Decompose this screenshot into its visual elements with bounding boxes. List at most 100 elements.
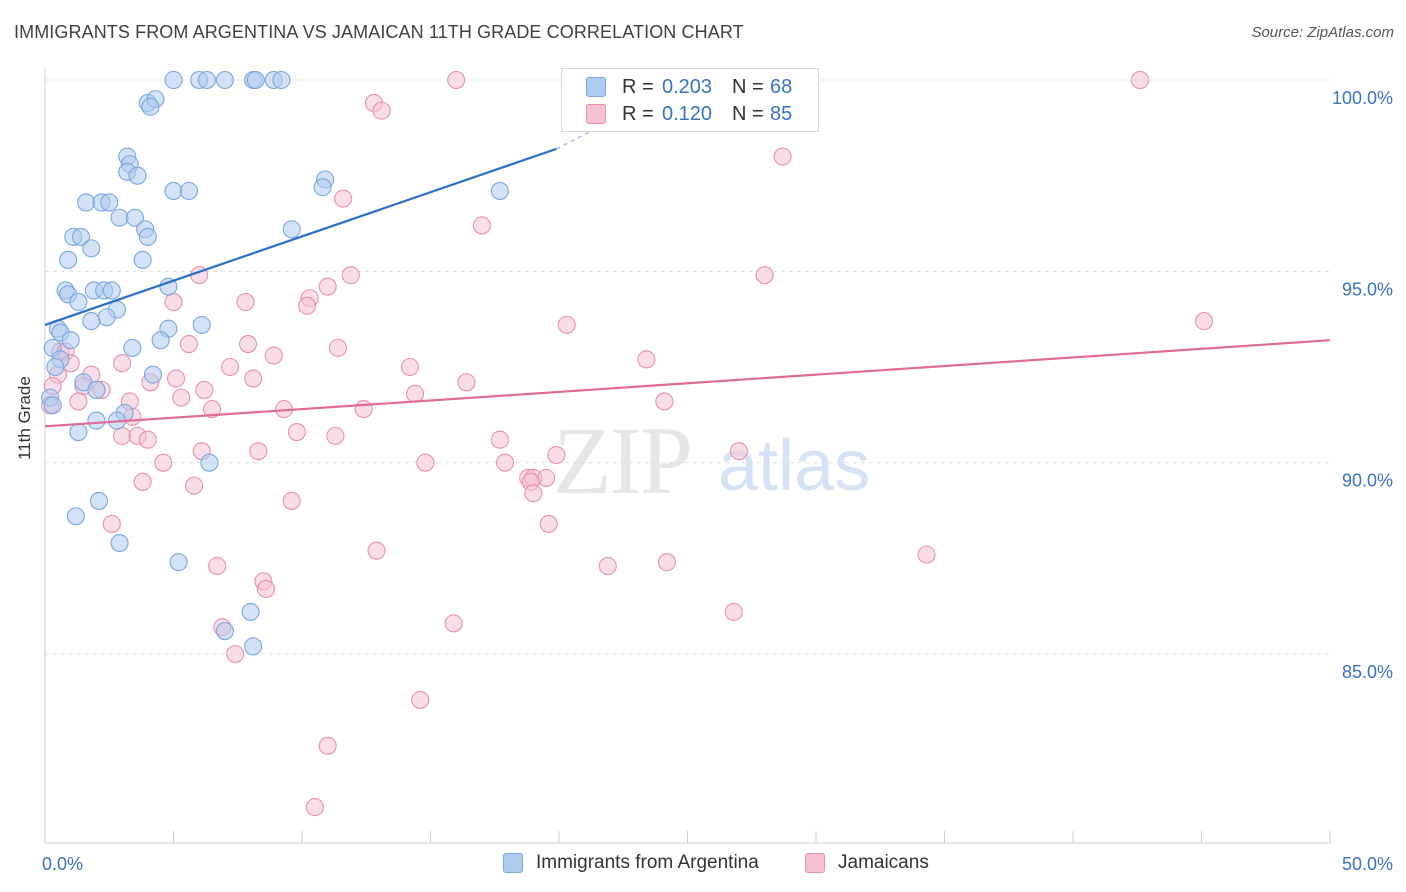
argentina-point xyxy=(169,553,188,572)
jamaicans-point xyxy=(69,392,88,411)
y-tick-label: 100.0% xyxy=(1332,88,1393,108)
jamaicans-point xyxy=(113,426,132,445)
argentina-point xyxy=(164,181,183,201)
jamaicans-point xyxy=(102,514,121,533)
jamaicans-point xyxy=(195,380,214,400)
jamaicans-point xyxy=(179,334,198,354)
jamaicans-point xyxy=(185,476,204,495)
jamaicans-point xyxy=(305,798,324,817)
legend-item-jamaicans[interactable]: Jamaicans xyxy=(805,852,929,874)
jamaicans-point xyxy=(457,373,476,392)
argentina-swatch xyxy=(503,853,523,873)
argentina-point xyxy=(164,70,183,90)
jamaicans-swatch xyxy=(586,104,606,124)
argentina-point xyxy=(110,533,129,553)
jamaicans-trend-line xyxy=(44,339,1331,428)
jamaicans-point xyxy=(167,369,186,388)
jamaicans-point xyxy=(203,400,222,419)
jamaicans-point xyxy=(755,266,774,285)
jamaicans-point xyxy=(524,484,543,503)
y-tick-label: 95.0% xyxy=(1342,279,1393,299)
jamaicans-point xyxy=(138,430,157,449)
jamaicans-point xyxy=(537,468,556,488)
jamaicans-point xyxy=(367,541,386,560)
argentina-point xyxy=(87,380,106,400)
argentina-point xyxy=(82,312,101,331)
y-tick-label: 85.0% xyxy=(1342,662,1393,682)
argentina-point xyxy=(59,250,78,269)
stats-legend: R = 0.203 N = 68 R = 0.120 N = 85 xyxy=(561,68,819,132)
argentina-point xyxy=(141,97,160,116)
argentina-point xyxy=(197,70,216,90)
argentina-point xyxy=(69,423,88,442)
argentina-point xyxy=(82,239,101,258)
argentina-point xyxy=(151,331,170,350)
n-value: 68 xyxy=(770,75,793,98)
jamaicans-point xyxy=(472,216,491,235)
n-value: 85 xyxy=(770,102,793,125)
argentina-point xyxy=(272,70,291,90)
argentina-point xyxy=(61,331,80,350)
argentina-point xyxy=(215,70,234,90)
jamaicans-point xyxy=(249,442,268,461)
argentina-point xyxy=(110,208,129,227)
jamaicans-point xyxy=(256,579,276,598)
y-tick-label: 90.0% xyxy=(1342,471,1393,491)
stats-legend-row-jamaicans: R = 0.120 N = 85 xyxy=(586,102,792,126)
argentina-point xyxy=(87,411,106,430)
argentina-point xyxy=(77,193,96,212)
r-value: 0.203 xyxy=(662,75,713,98)
argentina-point xyxy=(66,507,85,526)
legend-item-argentina[interactable]: Immigrants from Argentina xyxy=(503,852,759,874)
jamaicans-point xyxy=(244,369,263,388)
argentina-trend-line xyxy=(44,147,557,326)
argentina-point xyxy=(138,227,157,246)
argentina-point xyxy=(97,308,116,327)
jamaicans-point xyxy=(917,545,936,564)
jamaicans-point xyxy=(411,690,430,709)
x-tick-label: 0.0% xyxy=(42,854,83,874)
jamaicans-point xyxy=(557,315,576,334)
argentina-point xyxy=(71,227,91,246)
argentina-point xyxy=(125,208,144,227)
jamaicans-point xyxy=(318,277,337,296)
jamaicans-point xyxy=(133,472,152,491)
argentina-point xyxy=(282,220,301,239)
jamaicans-point xyxy=(354,400,373,419)
jamaicans-point xyxy=(208,556,227,576)
jamaicans-point xyxy=(598,556,617,576)
n-label: N = xyxy=(732,75,764,98)
r-label: R = xyxy=(622,102,654,125)
argentina-swatch xyxy=(586,77,606,97)
chart-title: IMMIGRANTS FROM ARGENTINA VS JAMAICAN 11… xyxy=(14,22,744,42)
jamaicans-point xyxy=(154,453,173,472)
argentina-point xyxy=(215,621,234,641)
jamaicans-point xyxy=(282,491,301,510)
argentina-point xyxy=(46,357,65,377)
jamaicans-point xyxy=(298,296,317,315)
r-label: R = xyxy=(622,75,654,98)
argentina-point xyxy=(244,637,263,656)
jamaicans-point xyxy=(416,453,435,472)
source-label: Source: ZipAtlas.com xyxy=(1251,24,1394,41)
argentina-point xyxy=(133,250,152,269)
argentina-point xyxy=(313,178,332,197)
jamaicans-point xyxy=(773,147,792,166)
jamaicans-point xyxy=(444,614,463,633)
argentina-point xyxy=(89,491,109,510)
argentina-point xyxy=(128,166,147,185)
jamaicans-point xyxy=(1195,312,1214,331)
jamaicans-point xyxy=(495,453,515,472)
argentina-point xyxy=(123,338,142,357)
jamaicans-point xyxy=(372,101,391,120)
legend-label-argentina: Immigrants from Argentina xyxy=(536,852,759,873)
jamaicans-point xyxy=(490,430,509,449)
n-label: N = xyxy=(732,102,764,125)
jamaicans-point xyxy=(226,644,245,664)
stats-legend-row-argentina: R = 0.203 N = 68 xyxy=(586,75,792,99)
argentina-point xyxy=(143,365,162,384)
argentina-point xyxy=(192,315,211,334)
argentina-point xyxy=(246,70,265,90)
jamaicans-point xyxy=(326,426,345,445)
